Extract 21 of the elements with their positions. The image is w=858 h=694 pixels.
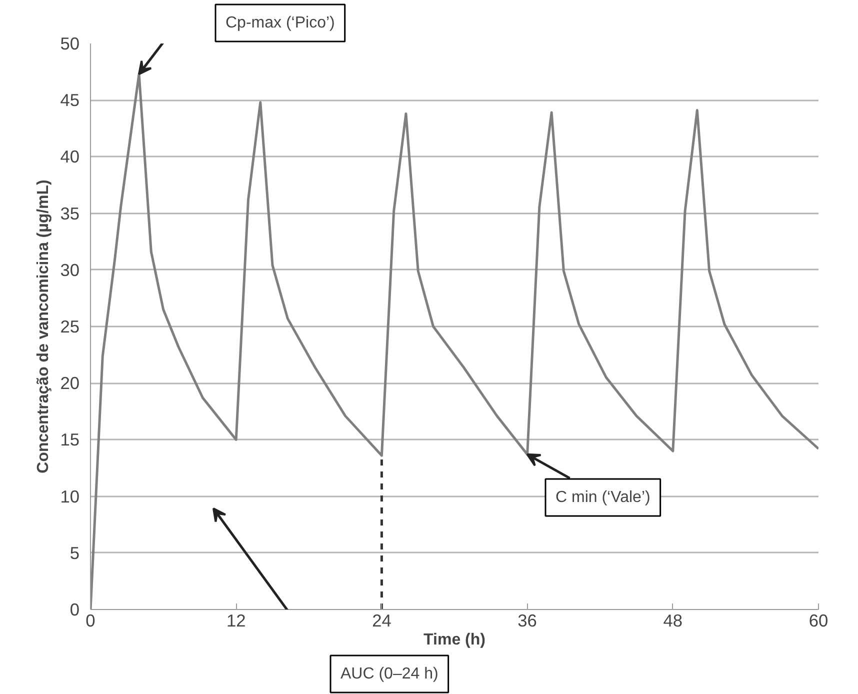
x-tick-label: 24 [372,610,392,630]
y-tick-label: 35 [60,203,80,224]
y-tick-label: 25 [60,316,80,336]
y-tick-label: 5 [70,542,80,563]
y-axis-title: Concentração de vancomicina (µg/mL) [35,180,52,474]
x-tick-label: 48 [663,610,683,630]
y-tick-label: 10 [60,486,80,506]
text: Cp-max (‘Pico’) [226,14,335,32]
text: AUC (0–24 h) [340,666,438,682]
y-tick-label: 30 [60,260,80,280]
y-tick-label: 40 [60,146,80,167]
x-tick-label: 12 [226,610,246,630]
x-axis-title: Time (h) [424,632,486,648]
x-tick-label: 0 [86,610,96,630]
y-tick-label: 45 [60,90,80,110]
annotation: C min (‘Vale’) [556,489,650,506]
x-tick-label: 36 [518,610,537,630]
y-tick-label: 20 [60,373,80,394]
y-tick-label: 15 [60,430,80,450]
y-tick-label: 50 [60,34,80,54]
x-tick-label: 60 [808,610,828,630]
